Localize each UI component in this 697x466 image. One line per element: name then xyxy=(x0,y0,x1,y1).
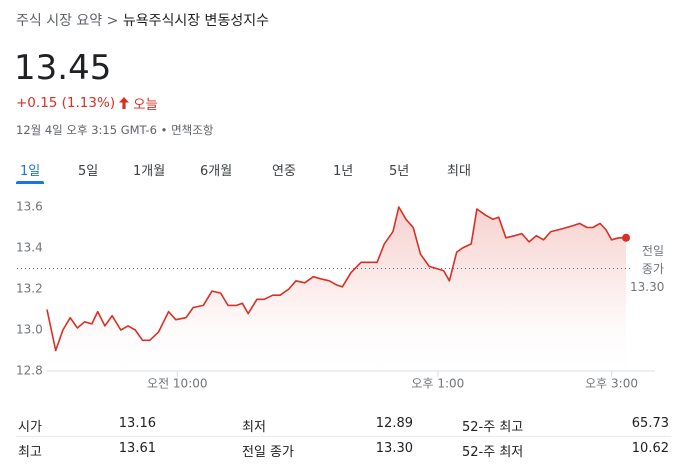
timestamp: 12월 4일 오후 3:15 GMT-6 • 면책조항 xyxy=(16,123,214,137)
breadcrumb-link[interactable]: 주식 시장 요약 xyxy=(16,13,103,29)
range-tab[interactable]: 1년 xyxy=(333,164,354,179)
x-tick-label: 오전 10:00 xyxy=(147,377,207,391)
price-line xyxy=(46,206,626,352)
price: 13.45 xyxy=(14,48,112,88)
y-tick-label: 13.4 xyxy=(16,241,43,255)
stat-label: 시가 xyxy=(18,420,42,435)
range-tab[interactable]: 5일 xyxy=(78,164,99,179)
previous-close-label: 전일 종가 xyxy=(641,243,664,276)
stat-value: 65.73 xyxy=(631,416,669,431)
stat-label: 최저 xyxy=(242,420,266,435)
stat-value: 13.30 xyxy=(375,441,413,456)
tab-indicator xyxy=(16,181,44,184)
up-arrow xyxy=(119,97,130,109)
breadcrumb-current: 뉴욕주식시장 변동성지수 xyxy=(122,13,269,29)
stat-label: 전일 종가 xyxy=(242,445,294,460)
range-tab[interactable]: 5년 xyxy=(389,164,410,179)
last-point xyxy=(622,233,631,242)
range-tab[interactable]: 최대 xyxy=(447,164,471,179)
range-tab[interactable]: 연중 xyxy=(272,164,296,179)
y-tick-label: 13.2 xyxy=(16,282,43,296)
stat-value: 10.62 xyxy=(631,441,669,456)
stat-value: 13.16 xyxy=(118,416,156,431)
range-tab[interactable]: 1일 xyxy=(20,164,41,179)
stats-divider xyxy=(16,436,671,437)
x-tick-label: 오후 1:00 xyxy=(411,377,464,391)
stat-value: 12.89 xyxy=(375,416,413,431)
x-tick-label: 오후 3:00 xyxy=(585,377,638,391)
y-tick-label: 12.8 xyxy=(16,364,43,378)
range-tab[interactable]: 1개월 xyxy=(133,164,166,179)
range-tab[interactable]: 6개월 xyxy=(200,164,233,179)
y-tick-label: 13.6 xyxy=(16,200,43,214)
stat-value: 13.61 xyxy=(118,441,156,456)
area-fill xyxy=(47,207,627,371)
breadcrumb-separator: > xyxy=(106,13,119,29)
change-period: 오늘 xyxy=(133,97,158,113)
breadcrumb: 주식 시장 요약 > 뉴욕주식시장 변동성지수 xyxy=(16,10,269,30)
price-change: +0.15 (1.13%) xyxy=(16,95,116,111)
y-tick-label: 13.0 xyxy=(16,323,43,337)
stat-label: 52-주 최고 xyxy=(462,420,524,435)
stat-label: 52-주 최저 xyxy=(462,445,524,460)
change-row: +0.15 (1.13%) 오늘 xyxy=(16,93,158,113)
previous-close-value: 13.30 xyxy=(630,279,665,294)
stat-label: 최고 xyxy=(18,445,42,460)
